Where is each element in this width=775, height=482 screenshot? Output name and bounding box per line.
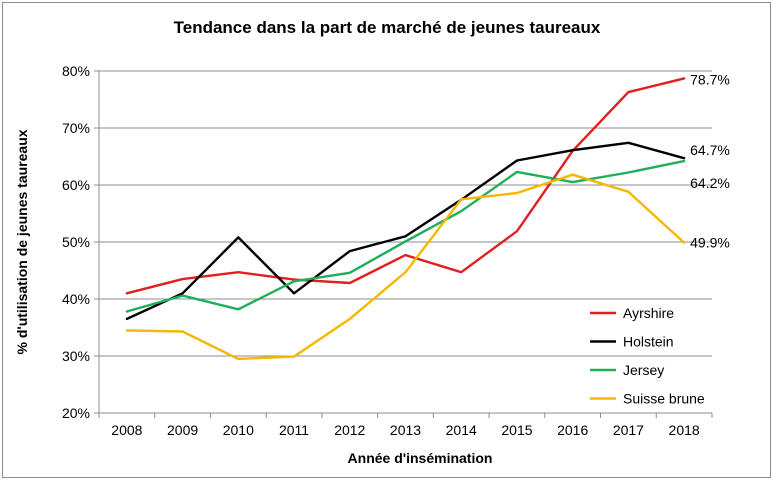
- y-tick-label: 60%: [62, 177, 90, 193]
- x-tick-label: 2012: [334, 422, 365, 438]
- x-tick-label: 2011: [279, 422, 309, 438]
- x-tick-label: 2016: [557, 422, 588, 438]
- y-tick-label: 30%: [62, 348, 90, 364]
- end-label: 64.7%: [690, 142, 730, 158]
- end-label: 49.9%: [690, 235, 730, 251]
- legend: Ayrshire Holstein Jersey Suisse brune: [590, 305, 705, 407]
- y-tick-label: 80%: [62, 63, 90, 79]
- y-tick-label: 40%: [62, 291, 90, 307]
- y-tick-label: 20%: [62, 405, 90, 421]
- series-line-holstein: [125, 141, 686, 321]
- legend-entry: Holstein: [623, 334, 674, 350]
- x-tick-label: 2018: [669, 422, 700, 438]
- series-line-ayrshire: [125, 77, 686, 295]
- x-tick-label: 2017: [613, 422, 644, 438]
- end-labels: 78.7% 64.7% 64.2% 49.9%: [690, 71, 730, 250]
- end-label: 64.2%: [690, 175, 730, 191]
- end-label: 78.7%: [690, 71, 730, 87]
- x-tick-label: 2015: [501, 422, 532, 438]
- chart-title: Tendance dans la part de marché de jeune…: [174, 18, 601, 37]
- series-lines: [125, 77, 686, 361]
- x-tick-label: 2008: [111, 422, 142, 438]
- chart-frame: Tendance dans la part de marché de jeune…: [2, 2, 771, 478]
- x-tick-label: 2014: [446, 422, 477, 438]
- series-line-jersey: [125, 159, 686, 313]
- y-axis-label: % d'utilisation de jeunes taureaux: [14, 129, 30, 354]
- gridlines: [99, 70, 712, 357]
- x-tick-label: 2013: [390, 422, 421, 438]
- legend-entry: Ayrshire: [623, 305, 674, 321]
- x-tick-label: 2009: [167, 422, 198, 438]
- series-line-suisse-brune: [125, 173, 686, 361]
- y-tick-label: 70%: [62, 120, 90, 136]
- legend-entry: Suisse brune: [623, 391, 705, 407]
- x-tick-label: 2010: [223, 422, 254, 438]
- legend-entry: Jersey: [623, 362, 664, 378]
- x-axis-label: Année d'insémination: [348, 450, 493, 466]
- x-tick-labels: 2008 2009 2010 2011 2012 2013 2014 2015 2016 2017…: [111, 422, 700, 438]
- line-chart: Tendance dans la part de marché de jeune…: [14, 18, 730, 466]
- y-tick-label: 50%: [62, 234, 90, 250]
- axes: [94, 70, 713, 418]
- y-tick-labels: 20% 30% 40% 50% 60% 70% 80%: [62, 63, 90, 421]
